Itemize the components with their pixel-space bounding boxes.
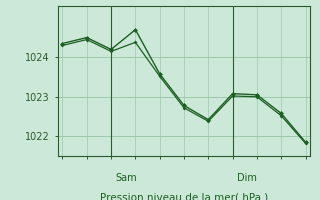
Text: Pression niveau de la mer( hPa ): Pression niveau de la mer( hPa ) bbox=[100, 192, 268, 200]
Text: Dim: Dim bbox=[237, 173, 257, 183]
Text: Sam: Sam bbox=[115, 173, 137, 183]
